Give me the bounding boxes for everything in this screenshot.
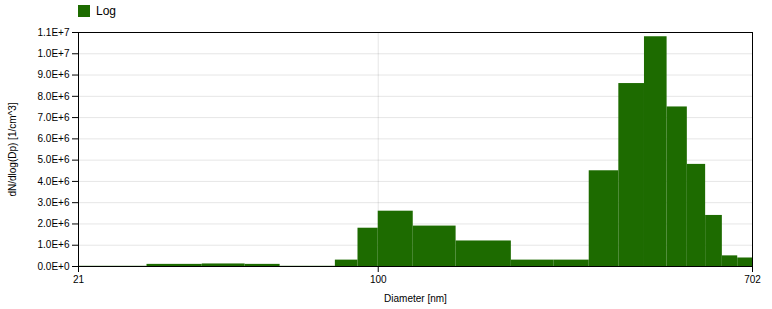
svg-text:8.0E+6: 8.0E+6 — [38, 91, 70, 102]
svg-text:702: 702 — [744, 274, 761, 285]
svg-text:7.0E+6: 7.0E+6 — [38, 112, 70, 123]
svg-text:0.0E+0: 0.0E+0 — [38, 261, 70, 272]
svg-text:9.0E+6: 9.0E+6 — [38, 69, 70, 80]
svg-text:Diameter [nm]: Diameter [nm] — [384, 293, 447, 304]
html-text:Log: Log — [96, 4, 116, 18]
svg-text:5.0E+6: 5.0E+6 — [38, 154, 70, 165]
svg-text:1.0E+6: 1.0E+6 — [38, 239, 70, 250]
svg-text:dN/dlog(Dp) [1/cm^3]: dN/dlog(Dp) [1/cm^3] — [7, 102, 18, 196]
svg-text:100: 100 — [370, 274, 387, 285]
svg-text:1.1E+7: 1.1E+7 — [38, 27, 70, 38]
svg-text:4.0E+6: 4.0E+6 — [38, 176, 70, 187]
svg-text:2.0E+6: 2.0E+6 — [38, 218, 70, 229]
svg-text:21: 21 — [73, 274, 85, 285]
svg-text:1.0E+7: 1.0E+7 — [38, 48, 70, 59]
svg-text:3.0E+6: 3.0E+6 — [38, 197, 70, 208]
svg-text:6.0E+6: 6.0E+6 — [38, 133, 70, 144]
